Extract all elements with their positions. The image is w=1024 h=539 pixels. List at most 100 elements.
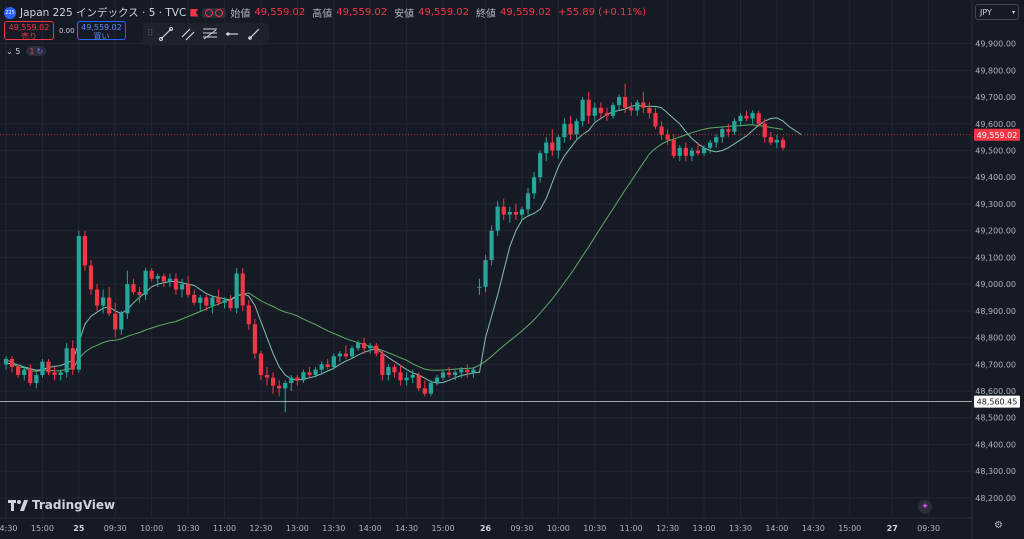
buy-button[interactable]: 49,559.02 買い xyxy=(77,21,126,41)
candle-body[interactable] xyxy=(252,324,257,354)
candle-body[interactable] xyxy=(744,115,749,119)
candle-body[interactable] xyxy=(434,377,440,384)
candle-body[interactable] xyxy=(125,284,130,314)
sell-button[interactable]: 49,559.02 売り xyxy=(4,21,54,41)
candle-body[interactable] xyxy=(137,292,142,295)
candle-body[interactable] xyxy=(404,377,409,381)
candle-body[interactable] xyxy=(677,147,682,156)
candle-body[interactable] xyxy=(277,385,282,389)
candle-body[interactable] xyxy=(483,260,488,287)
candle-body[interactable] xyxy=(101,297,106,306)
chart-options-pill[interactable] xyxy=(202,7,227,18)
candle-body[interactable] xyxy=(88,265,94,290)
candle-body[interactable] xyxy=(477,286,482,288)
candle-body[interactable] xyxy=(392,366,397,373)
candle-body[interactable] xyxy=(689,150,695,156)
horizontal-ray-icon[interactable] xyxy=(223,25,241,43)
candle-body[interactable] xyxy=(380,353,385,375)
candle-body[interactable] xyxy=(501,206,506,215)
candle-body[interactable] xyxy=(398,372,403,381)
candle-body[interactable] xyxy=(762,123,767,138)
candle-body[interactable] xyxy=(94,289,100,306)
candle-body[interactable] xyxy=(574,121,579,135)
candle-body[interactable] xyxy=(70,348,75,370)
candle-body[interactable] xyxy=(374,345,379,354)
candle-body[interactable] xyxy=(519,209,525,215)
currency-select[interactable]: JPY ▾ xyxy=(975,4,1019,20)
candle-body[interactable] xyxy=(641,102,646,108)
candle-body[interactable] xyxy=(714,137,719,143)
indicator-collapse-button[interactable]: ⌄ 5 xyxy=(6,46,21,56)
brush-icon[interactable] xyxy=(245,25,263,43)
candle-body[interactable] xyxy=(179,284,185,290)
candle-body[interactable] xyxy=(107,297,112,314)
candle-body[interactable] xyxy=(58,372,63,375)
candle-body[interactable] xyxy=(647,107,652,114)
candle-body[interactable] xyxy=(28,369,33,384)
candle-body[interactable] xyxy=(556,137,561,151)
candle-body[interactable] xyxy=(368,345,373,349)
candle-body[interactable] xyxy=(319,364,324,370)
candle-body[interactable] xyxy=(410,374,415,378)
candle-body[interactable] xyxy=(113,313,118,330)
candle-body[interactable] xyxy=(143,270,148,295)
candle-body[interactable] xyxy=(732,121,737,132)
magic-wand-icon[interactable]: ✦ xyxy=(918,500,932,514)
candle-body[interactable] xyxy=(64,348,69,373)
candle-body[interactable] xyxy=(701,147,707,154)
candle-body[interactable] xyxy=(161,276,166,282)
candle-body[interactable] xyxy=(525,193,531,210)
candle-body[interactable] xyxy=(264,374,270,378)
candle-body[interactable] xyxy=(653,113,658,127)
candle-body[interactable] xyxy=(40,361,45,375)
candle-body[interactable] xyxy=(726,129,731,132)
candle-body[interactable] xyxy=(22,369,27,375)
candle-body[interactable] xyxy=(531,177,537,194)
candle-body[interactable] xyxy=(580,99,585,122)
candle-body[interactable] xyxy=(495,206,500,231)
candle-body[interactable] xyxy=(750,113,755,119)
candle-body[interactable] xyxy=(167,278,172,282)
candle-body[interactable] xyxy=(538,153,543,178)
candle-body[interactable] xyxy=(246,305,251,325)
candle-body[interactable] xyxy=(234,273,239,309)
candle-body[interactable] xyxy=(562,123,567,138)
symbol-title[interactable]: Japan 225 インデックス · 5 · TVC xyxy=(20,7,187,19)
candle-body[interactable] xyxy=(471,369,476,373)
candle-body[interactable] xyxy=(550,142,555,151)
candle-body[interactable] xyxy=(671,139,676,156)
candle-body[interactable] xyxy=(155,276,160,279)
candle-body[interactable] xyxy=(307,372,312,375)
candle-body[interactable] xyxy=(592,107,597,116)
candle-body[interactable] xyxy=(283,383,288,389)
candle-body[interactable] xyxy=(422,388,427,394)
fib-retracement-icon[interactable] xyxy=(201,25,219,43)
candle-body[interactable] xyxy=(192,294,197,303)
candle-body[interactable] xyxy=(119,313,124,330)
candle-body[interactable] xyxy=(459,369,464,373)
candle-body[interactable] xyxy=(440,372,446,378)
candle-body[interactable] xyxy=(222,300,227,303)
candle-body[interactable] xyxy=(604,113,610,116)
candle-body[interactable] xyxy=(447,372,452,375)
candle-body[interactable] xyxy=(131,284,136,293)
candle-body[interactable] xyxy=(204,297,209,306)
candle-body[interactable] xyxy=(507,211,512,215)
candle-body[interactable] xyxy=(46,361,51,373)
parallel-channel-icon[interactable] xyxy=(179,25,197,43)
candle-body[interactable] xyxy=(210,297,215,306)
candle-body[interactable] xyxy=(52,372,57,375)
candle-body[interactable] xyxy=(544,142,549,154)
candle-body[interactable] xyxy=(453,372,458,375)
candle-body[interactable] xyxy=(610,105,616,116)
candle-body[interactable] xyxy=(9,358,15,367)
candle-body[interactable] xyxy=(76,236,81,370)
candle-body[interactable] xyxy=(270,377,276,386)
candle-body[interactable] xyxy=(295,377,300,381)
candle-body[interactable] xyxy=(337,353,342,357)
candle-body[interactable] xyxy=(738,115,743,122)
indicator-badge[interactable]: 1 ↻ xyxy=(26,46,47,56)
gear-icon[interactable]: ⚙ xyxy=(994,520,1003,531)
candle-body[interactable] xyxy=(16,366,21,375)
